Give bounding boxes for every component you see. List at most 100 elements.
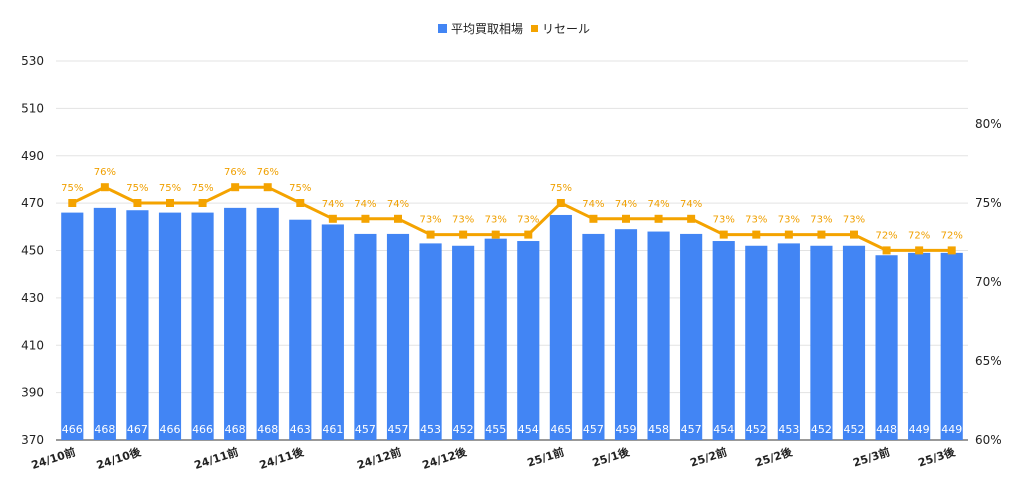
x-tick-label: 25/1後 (590, 444, 631, 469)
y-right-tick-label: 60% (975, 433, 1002, 447)
bar[interactable] (908, 252, 931, 440)
line-value-label: 74% (354, 199, 376, 210)
y-right-tick-label: 70% (975, 275, 1002, 289)
line-point[interactable] (361, 214, 370, 223)
bar[interactable] (191, 212, 214, 440)
bar[interactable] (582, 233, 605, 440)
y-left-tick-label: 490 (21, 149, 44, 163)
bar[interactable] (940, 252, 963, 440)
bar[interactable] (354, 233, 377, 440)
line-point[interactable] (263, 183, 272, 192)
bar-value-label: 454 (518, 423, 539, 436)
bar[interactable] (419, 243, 442, 440)
bar[interactable] (256, 207, 279, 440)
x-tick-label: 24/10後 (95, 444, 144, 472)
bar-value-label: 465 (550, 423, 571, 436)
bar-value-label: 457 (583, 423, 604, 436)
x-tick-label: 25/2前 (688, 445, 728, 470)
x-tick-label: 24/11後 (257, 444, 306, 472)
line-point[interactable] (166, 199, 174, 207)
line-point[interactable] (459, 230, 468, 239)
y-left-tick-label: 410 (21, 338, 44, 352)
bar-value-label: 454 (713, 423, 734, 436)
bar[interactable] (321, 224, 344, 440)
bar[interactable] (93, 207, 116, 440)
line-point[interactable] (231, 183, 240, 192)
line-point[interactable] (622, 214, 630, 223)
line-value-label: 75% (550, 183, 572, 194)
bar-value-label: 466 (160, 423, 181, 436)
bar-value-label: 459 (616, 423, 637, 436)
bar-value-label: 452 (844, 423, 865, 436)
y-left-tick-label: 430 (21, 291, 44, 305)
line-value-label: 74% (322, 199, 344, 210)
line-point[interactable] (394, 214, 402, 223)
y-left-tick-label: 390 (21, 386, 44, 400)
line-point[interactable] (784, 230, 793, 239)
line-point[interactable] (491, 230, 500, 239)
line-point[interactable] (296, 199, 305, 207)
bar-value-label: 466 (192, 423, 213, 436)
x-tick-label: 25/2後 (753, 444, 794, 469)
line-point[interactable] (198, 199, 207, 207)
line-point[interactable] (817, 230, 826, 239)
bar[interactable] (680, 233, 703, 440)
bar[interactable] (842, 245, 866, 440)
bar-value-label: 468 (225, 423, 246, 436)
line-point[interactable] (133, 199, 142, 207)
bar[interactable] (810, 245, 833, 440)
bar[interactable] (875, 255, 898, 440)
line-point[interactable] (654, 214, 663, 223)
line-point[interactable] (589, 214, 598, 223)
line-value-label: 73% (810, 215, 832, 226)
line-point[interactable] (719, 230, 728, 239)
line-point[interactable] (68, 199, 77, 207)
line-point[interactable] (752, 230, 761, 239)
line-point[interactable] (328, 214, 337, 223)
legend-label-bar: 平均買取相場 (451, 22, 523, 36)
line-point[interactable] (524, 230, 533, 239)
bar-value-label: 457 (681, 423, 702, 436)
line-point[interactable] (100, 183, 109, 192)
line-value-label: 73% (452, 215, 474, 226)
y-left-tick-label: 370 (21, 433, 44, 447)
bar[interactable] (386, 233, 410, 440)
bar[interactable] (517, 241, 540, 440)
bar[interactable] (549, 214, 572, 440)
bar[interactable] (126, 210, 149, 440)
bar[interactable] (614, 229, 638, 440)
bar[interactable] (712, 241, 735, 440)
line-value-label: 75% (61, 183, 83, 194)
line-point[interactable] (947, 246, 956, 255)
line-point[interactable] (556, 199, 565, 207)
y-left-tick-label: 450 (21, 244, 44, 258)
x-tick-label: 25/3前 (851, 445, 891, 470)
bar[interactable] (647, 231, 670, 440)
bar-value-label: 452 (453, 423, 474, 436)
line-point[interactable] (426, 230, 435, 239)
line-value-label: 72% (875, 230, 897, 241)
y-right-tick-label: 80% (975, 117, 1002, 131)
bar[interactable] (289, 219, 312, 440)
bar[interactable] (484, 238, 507, 440)
bar[interactable] (777, 243, 800, 440)
legend-label-line: リセール (542, 22, 590, 36)
bar[interactable] (158, 212, 182, 440)
bar[interactable] (224, 207, 247, 440)
bar-value-label: 466 (62, 423, 83, 436)
bar[interactable] (745, 245, 768, 440)
left-axis: 370 390 410 430 450 470 490 510 530 (21, 54, 44, 447)
line-value-label: 76% (224, 167, 246, 178)
bar[interactable] (452, 245, 475, 440)
bar[interactable] (61, 212, 84, 440)
line-point[interactable] (915, 246, 924, 255)
line-value-label: 72% (908, 230, 930, 241)
legend[interactable]: 平均買取相場 リセール (438, 22, 590, 36)
y-right-tick-label: 75% (975, 196, 1002, 210)
line-value-label: 74% (615, 199, 637, 210)
line-point[interactable] (687, 214, 696, 223)
line-value-label: 74% (680, 199, 702, 210)
line-point[interactable] (882, 246, 891, 255)
line-point[interactable] (850, 230, 858, 239)
